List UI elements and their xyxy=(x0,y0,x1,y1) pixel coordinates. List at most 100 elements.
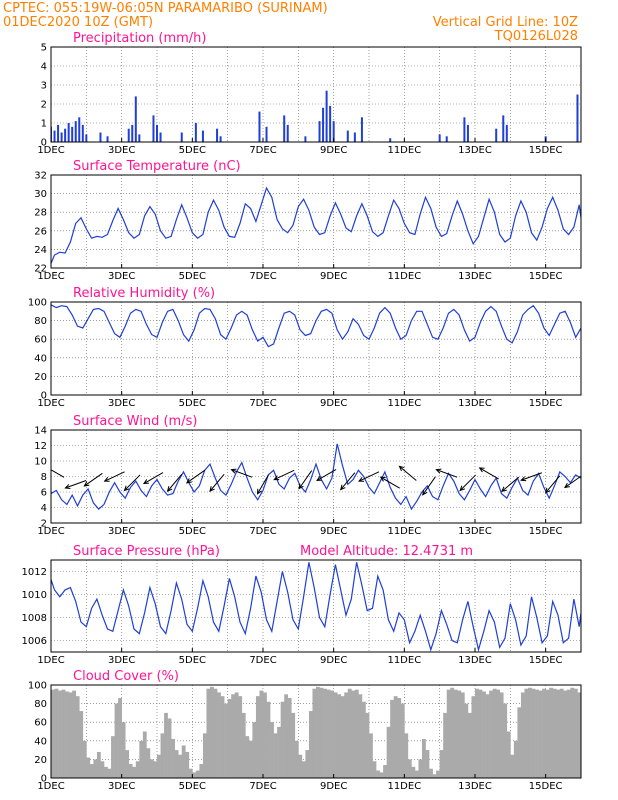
cloud-bar xyxy=(330,690,334,778)
cloud-bar xyxy=(457,690,462,778)
cloud-bar xyxy=(220,696,225,778)
precip-ytick-label: 5 xyxy=(41,43,47,54)
precip-bar xyxy=(389,138,392,142)
precip-ytick-label: 1 xyxy=(41,119,47,130)
cloud-bar xyxy=(291,712,296,778)
cloud-bar xyxy=(344,692,349,778)
pressure-ytick-label: 1012 xyxy=(22,567,47,578)
wind-arrow xyxy=(124,474,141,491)
wind-arrow-head xyxy=(103,476,110,482)
cloud-bar xyxy=(241,712,246,778)
wind-arrow-head xyxy=(563,482,570,489)
temp-xtick-label: 1DEC xyxy=(37,271,64,282)
cloud-bar xyxy=(206,688,211,778)
precip-bar xyxy=(134,96,137,142)
pressure-xtick-label: 11DEC xyxy=(387,655,421,666)
precip-bar xyxy=(106,136,109,142)
cloud-xtick-label: 9DEC xyxy=(320,781,347,792)
wind-arrow xyxy=(186,469,206,484)
cloud-bar xyxy=(400,703,405,778)
cloud-bar xyxy=(114,703,119,778)
rh-ytick-label: 80 xyxy=(34,316,47,327)
pressure-xtick-label: 9DEC xyxy=(320,655,347,666)
cloud-bar xyxy=(489,690,493,778)
precip-xtick-label: 15DEC xyxy=(529,145,563,156)
cloud-bar xyxy=(213,688,218,778)
cloud-bar xyxy=(471,696,476,778)
cloud-bar xyxy=(326,689,331,778)
cloud-bar xyxy=(308,711,313,778)
cloud-bar xyxy=(372,761,377,778)
cloud-bar xyxy=(160,733,165,778)
cloud-ytick-label: 80 xyxy=(34,699,47,710)
cloud-xtick-label: 13DEC xyxy=(458,781,492,792)
temp-xtick-label: 3DEC xyxy=(108,271,135,282)
wind-ytick-label: 14 xyxy=(34,426,47,437)
cloud-bar xyxy=(390,699,395,778)
precip-series xyxy=(51,90,579,142)
wind-arrow xyxy=(209,473,225,492)
wind-arrow-head xyxy=(230,468,237,474)
wind-arrow-head xyxy=(256,488,262,495)
precip-bar xyxy=(85,134,88,142)
header-model: TQ0126L028 xyxy=(494,29,578,44)
pressure-ytick-label: 1008 xyxy=(22,613,47,624)
pressure-title: Surface Pressure (hPa) xyxy=(73,544,220,559)
cloud-bar xyxy=(319,687,324,778)
wind-arrow xyxy=(257,474,269,495)
temp-ytick-label: 24 xyxy=(34,245,47,256)
precip-bar xyxy=(322,107,325,142)
precip-xtick-label: 9DEC xyxy=(320,145,347,156)
precip-xtick-label: 5DEC xyxy=(179,145,206,156)
cloud-ytick-label: 40 xyxy=(34,736,47,747)
precip-bar xyxy=(265,126,268,142)
wind-arrow xyxy=(399,465,417,481)
cloud-bar xyxy=(167,718,172,778)
cloud-bar xyxy=(422,738,426,778)
precip-bar xyxy=(81,124,84,142)
temp-line xyxy=(51,186,581,264)
cloud-bar xyxy=(61,689,66,778)
cloud-bar xyxy=(535,689,539,778)
cloud-bar xyxy=(263,692,267,778)
wind-xtick-label: 15DEC xyxy=(529,526,563,537)
cloud-bar xyxy=(545,689,550,778)
cloud-bar xyxy=(227,698,232,778)
wind-ytick-label: 12 xyxy=(34,441,47,452)
precip-bar xyxy=(445,136,448,142)
precip-ytick-label: 2 xyxy=(41,100,47,111)
cloud-bar xyxy=(542,688,546,778)
precip-frame xyxy=(50,46,582,143)
temp-ytick-label: 22 xyxy=(34,264,47,275)
precip-bar xyxy=(99,132,102,142)
precip-bar xyxy=(201,130,204,142)
cloud-bar xyxy=(178,754,183,778)
pressure-xtick-label: 7DEC xyxy=(249,655,276,666)
wind-ytick-label: 10 xyxy=(34,457,47,468)
cloud-bar xyxy=(453,689,458,778)
cloud-bar xyxy=(425,750,430,778)
wind-xtick-label: 11DEC xyxy=(387,526,421,537)
cloud-bar xyxy=(305,750,310,778)
cloud-bar xyxy=(79,711,84,778)
wind-xtick-label: 13DEC xyxy=(458,526,492,537)
precip-bar xyxy=(576,94,579,142)
precip-bar xyxy=(466,124,469,142)
cloud-bar xyxy=(503,703,508,778)
precip-xtick-label: 11DEC xyxy=(387,145,421,156)
wind-arrow-head xyxy=(478,467,485,473)
wind-arrow-head xyxy=(379,476,386,482)
cloud-bar xyxy=(174,750,179,778)
cloud-bar xyxy=(121,722,126,778)
cloud-bar xyxy=(383,764,387,778)
cloud-bar xyxy=(386,726,391,778)
wind-arrow xyxy=(316,469,337,481)
cloud-bar xyxy=(365,712,370,778)
rh-xtick-label: 13DEC xyxy=(458,398,492,409)
cloud-bar xyxy=(354,689,359,778)
precip-ytick-label: 4 xyxy=(41,62,47,73)
wind-arrow-head xyxy=(83,481,90,487)
precip-xtick-label: 3DEC xyxy=(108,145,135,156)
wind-arrow xyxy=(231,469,253,478)
